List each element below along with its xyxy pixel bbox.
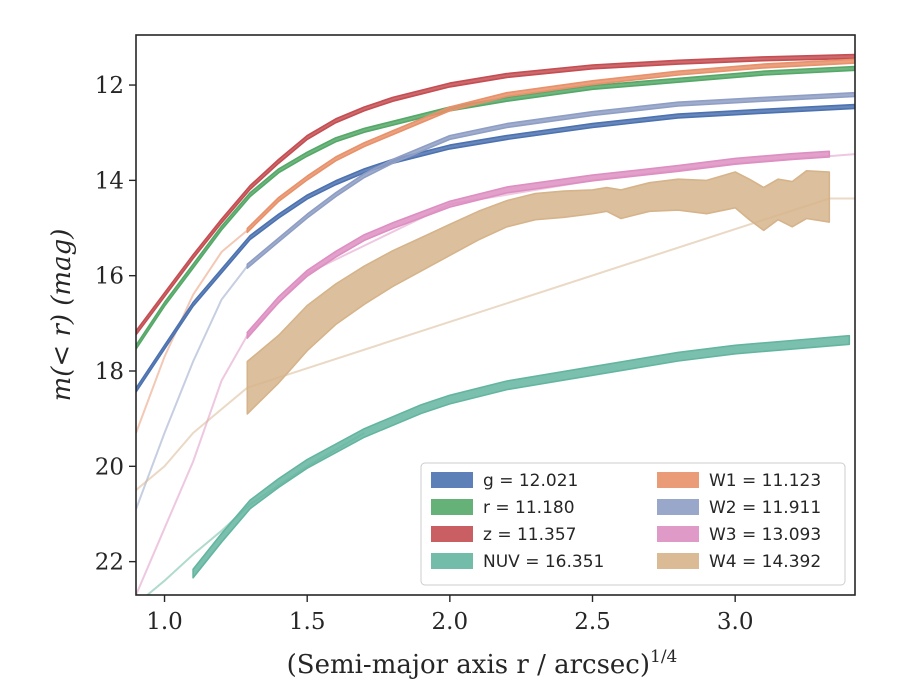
y-axis: 12 14 16 18 20 22: [95, 73, 136, 576]
y-tick-label: 22: [95, 550, 124, 576]
series-0-band: [136, 103, 855, 393]
legend-label-0: g = 12.021: [483, 471, 578, 491]
y-axis-label: m(< r) (mag): [47, 229, 77, 402]
y-tick-label: 14: [95, 168, 124, 194]
legend-swatch-1: [431, 499, 473, 515]
y-tick-label: 20: [95, 454, 124, 480]
series-6-band: [246, 150, 831, 339]
series-7-band: [246, 170, 831, 415]
legend-label-1: r = 11.180: [483, 498, 575, 518]
x-tick-label: 2.5: [574, 609, 611, 635]
x-axis: 1.0 1.5 2.0 2.5 3.0: [146, 595, 753, 635]
series-4-band: [246, 58, 855, 234]
legend-swatch-4: [657, 472, 699, 488]
series-bands: [136, 53, 855, 579]
legend-label-2: z = 11.357: [483, 525, 576, 545]
legend-swatch-7: [657, 553, 699, 569]
series-5-band: [246, 91, 855, 269]
legend-swatch-0: [431, 472, 473, 488]
x-tick-label: 1.0: [146, 609, 183, 635]
legend-label-7: W4 = 14.392: [709, 552, 821, 572]
x-tick-label: 2.0: [432, 609, 469, 635]
x-axis-label-text: (Semi-major axis r / arcsec): [287, 650, 650, 680]
legend-swatch-3: [431, 553, 473, 569]
y-tick-label: 16: [95, 264, 124, 290]
y-tick-label: 18: [95, 359, 124, 385]
plot-frame: [135, 34, 856, 596]
legend-label-3: NUV = 16.351: [483, 552, 604, 572]
x-tick-label: 3.0: [717, 609, 754, 635]
legend-label-5: W2 = 11.911: [709, 498, 821, 518]
legend-swatch-6: [657, 526, 699, 542]
legend-swatch-2: [431, 526, 473, 542]
series-3-band: [192, 334, 851, 579]
legend: g = 12.021 r = 11.180 z = 11.357 NUV = 16.3…: [420, 462, 846, 586]
y-tick-label: 12: [95, 73, 124, 99]
legend-box: [420, 462, 846, 586]
x-tick-label: 1.5: [289, 609, 326, 635]
legend-swatch-5: [657, 499, 699, 515]
legend-label-6: W3 = 13.093: [709, 525, 821, 545]
series-4-extension-line: [136, 229, 248, 434]
series-1-band: [136, 65, 855, 350]
x-axis-label-superscript: 1/4: [650, 647, 677, 667]
series-5-extension-line: [136, 265, 249, 510]
series-2-band: [136, 53, 855, 336]
legend-label-4: W1 = 11.123: [709, 471, 821, 491]
x-axis-label: (Semi-major axis r / arcsec)1/4: [287, 647, 678, 680]
